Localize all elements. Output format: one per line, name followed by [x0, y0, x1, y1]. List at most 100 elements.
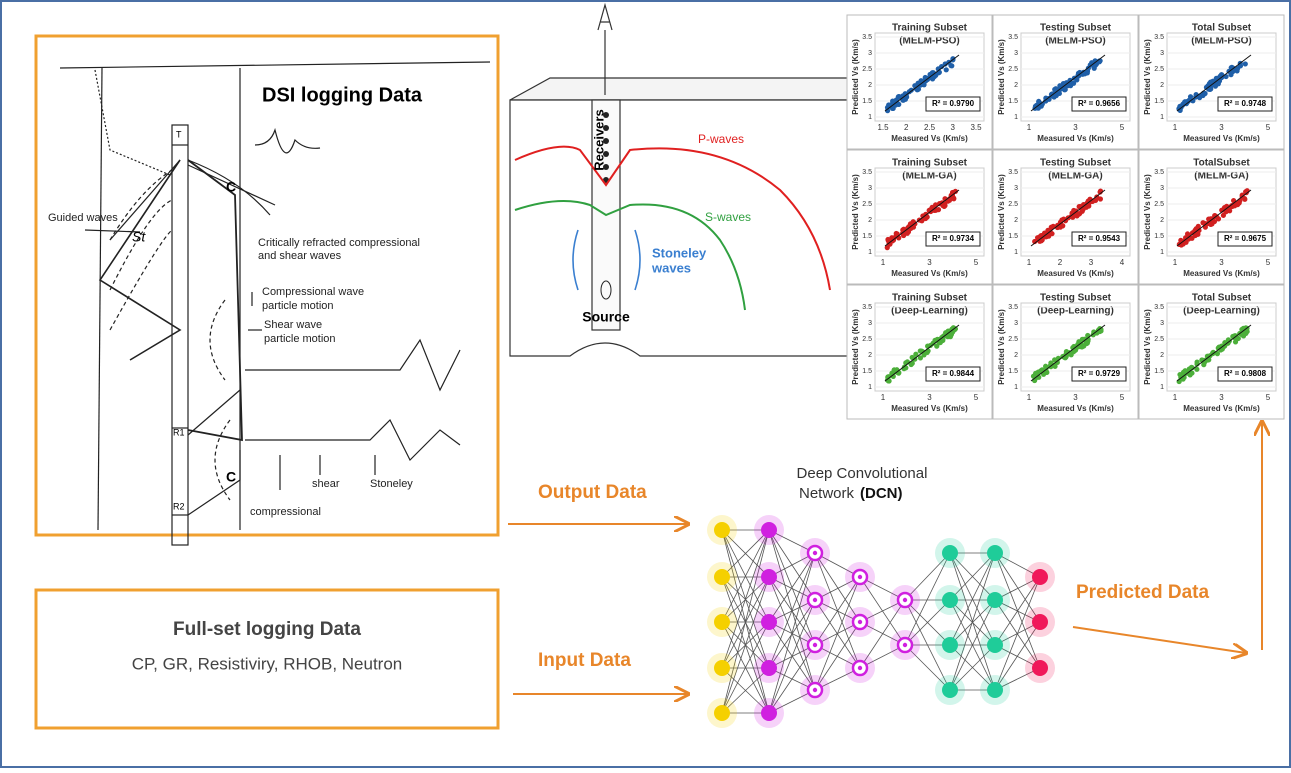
- y-axis-label: Predicted Vs (Km/s): [851, 309, 860, 385]
- y-tick-label: 3: [868, 50, 872, 57]
- x-tick-label: 3: [1073, 393, 1078, 402]
- x-axis-label: Measured Vs (Km/s): [891, 269, 968, 278]
- scatter-dot: [1033, 371, 1038, 376]
- panel-title: Total Subset: [1192, 293, 1252, 304]
- y-tick-label: 3.5: [1154, 169, 1164, 176]
- y-tick-label: 2: [868, 82, 872, 89]
- x-axis-label: Measured Vs (Km/s): [1183, 269, 1260, 278]
- scatter-dot: [1060, 223, 1065, 228]
- scatter-dot: [1071, 81, 1076, 86]
- node-core: [813, 643, 817, 647]
- node-core: [858, 575, 862, 579]
- y-tick-label: 3.5: [862, 34, 872, 41]
- y-tick-label: 2.5: [862, 66, 872, 73]
- output-label: Output Data: [538, 482, 647, 503]
- y-tick-label: 2: [1014, 217, 1018, 224]
- critical-label: and shear waves: [258, 250, 342, 262]
- stoneley-label: Stoneley: [370, 478, 413, 490]
- y-tick-label: 3.5: [1154, 304, 1164, 311]
- y-tick-label: 3: [1160, 185, 1164, 192]
- r2-label: R² = 0.9729: [1078, 369, 1121, 378]
- x-tick-label: 1: [1027, 393, 1032, 402]
- node: [714, 614, 730, 630]
- node: [987, 592, 1003, 608]
- scatter-dot: [1243, 61, 1248, 66]
- x-tick-label: 1: [1173, 258, 1178, 267]
- node-core: [903, 598, 907, 602]
- comp-motion-label: Compressional wave: [262, 286, 364, 298]
- x-tick-label: 5: [1120, 123, 1125, 132]
- panel-title: Testing Subset: [1040, 158, 1112, 169]
- node: [761, 660, 777, 676]
- scatter-dot: [1242, 197, 1247, 202]
- source-label: Source: [582, 309, 630, 325]
- tool-r2: R2: [173, 501, 185, 511]
- r2-label: R² = 0.9748: [1224, 99, 1267, 108]
- scatter-dot: [1216, 216, 1221, 221]
- y-axis-label: Predicted Vs (Km/s): [1143, 39, 1152, 115]
- dsi-title: DSI logging Data: [262, 84, 423, 106]
- y-tick-label: 2: [868, 217, 872, 224]
- node-core: [903, 643, 907, 647]
- borehole-block: [510, 5, 905, 356]
- panel-title: Testing Subset: [1040, 293, 1112, 304]
- x-axis-label: Measured Vs (Km/s): [891, 134, 968, 143]
- y-tick-label: 2: [1014, 82, 1018, 89]
- node: [714, 705, 730, 721]
- fullset-inputs: CP, GR, Resistiviry, RHOB, Neutron: [132, 654, 403, 673]
- y-tick-label: 2: [1160, 217, 1164, 224]
- x-tick-label: 2: [904, 123, 909, 132]
- x-tick-label: 5: [1120, 393, 1125, 402]
- r2-label: R² = 0.9844: [932, 369, 975, 378]
- y-tick-label: 3: [1014, 185, 1018, 192]
- x-tick-label: 1: [1173, 123, 1178, 132]
- network-title: Deep Convolutional: [797, 465, 928, 482]
- node: [942, 682, 958, 698]
- x-tick-label: 2.5: [924, 123, 936, 132]
- y-tick-label: 3.5: [862, 304, 872, 311]
- y-tick-label: 1: [868, 249, 872, 256]
- scatter-dot: [896, 94, 901, 99]
- x-tick-label: 3: [1073, 123, 1078, 132]
- x-axis-label: Measured Vs (Km/s): [891, 404, 968, 413]
- y-tick-label: 3: [1160, 320, 1164, 327]
- x-tick-label: 1: [1173, 393, 1178, 402]
- r2-label: R² = 0.9543: [1078, 234, 1121, 243]
- y-tick-label: 1: [1014, 384, 1018, 391]
- x-tick-label: 3: [1219, 393, 1224, 402]
- y-tick-label: 1: [1014, 249, 1018, 256]
- scatter-dot: [903, 365, 908, 370]
- receivers-label: Receivers: [591, 109, 606, 170]
- shear-motion-label: Shear wave: [264, 319, 322, 331]
- node-core: [813, 688, 817, 692]
- scatter-dot: [1097, 59, 1102, 64]
- x-tick-label: 5: [1266, 123, 1271, 132]
- y-tick-label: 2.5: [1154, 201, 1164, 208]
- node: [1032, 660, 1048, 676]
- y-tick-label: 1: [1160, 249, 1164, 256]
- node: [987, 637, 1003, 653]
- y-tick-label: 1: [868, 114, 872, 121]
- guided-label: Guided waves: [48, 212, 118, 224]
- x-tick-label: 3: [927, 393, 932, 402]
- critical-label: Critically refracted compressional: [258, 237, 420, 249]
- x-axis-label: Measured Vs (Km/s): [1183, 134, 1260, 143]
- x-tick-label: 1: [881, 393, 886, 402]
- x-tick-label: 5: [974, 393, 979, 402]
- node: [714, 660, 730, 676]
- x-tick-label: 3: [1219, 123, 1224, 132]
- y-tick-label: 1.5: [1008, 368, 1018, 375]
- y-tick-label: 2.5: [1154, 336, 1164, 343]
- x-tick-label: 3: [927, 258, 932, 267]
- x-tick-label: 1: [881, 258, 886, 267]
- c-label: C: [226, 469, 236, 485]
- x-tick-label: 3: [951, 123, 956, 132]
- r2-label: R² = 0.9675: [1224, 234, 1267, 243]
- scatter-dot: [925, 348, 930, 353]
- panel-title: TotalSubset: [1193, 158, 1250, 169]
- x-tick-label: 2: [1058, 258, 1063, 267]
- c-label: C: [226, 179, 236, 195]
- shear-label: shear: [312, 478, 340, 490]
- st-label: St: [132, 229, 146, 245]
- node-core: [813, 598, 817, 602]
